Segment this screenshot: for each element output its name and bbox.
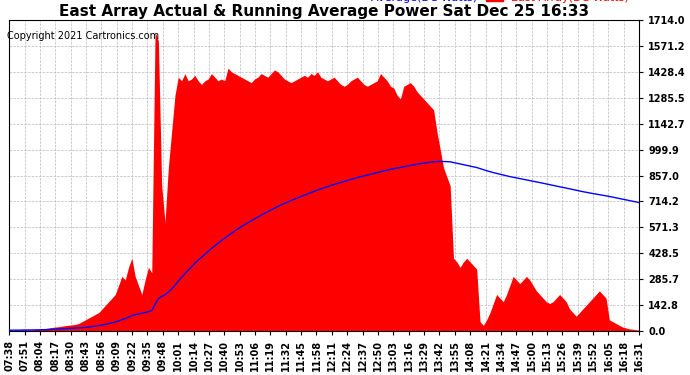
Title: East Array Actual & Running Average Power Sat Dec 25 16:33: East Array Actual & Running Average Powe… [59, 4, 589, 19]
Text: Copyright 2021 Cartronics.com: Copyright 2021 Cartronics.com [7, 32, 159, 41]
Legend: Average(DC Watts), East Array(DC Watts): Average(DC Watts), East Array(DC Watts) [341, 0, 633, 8]
